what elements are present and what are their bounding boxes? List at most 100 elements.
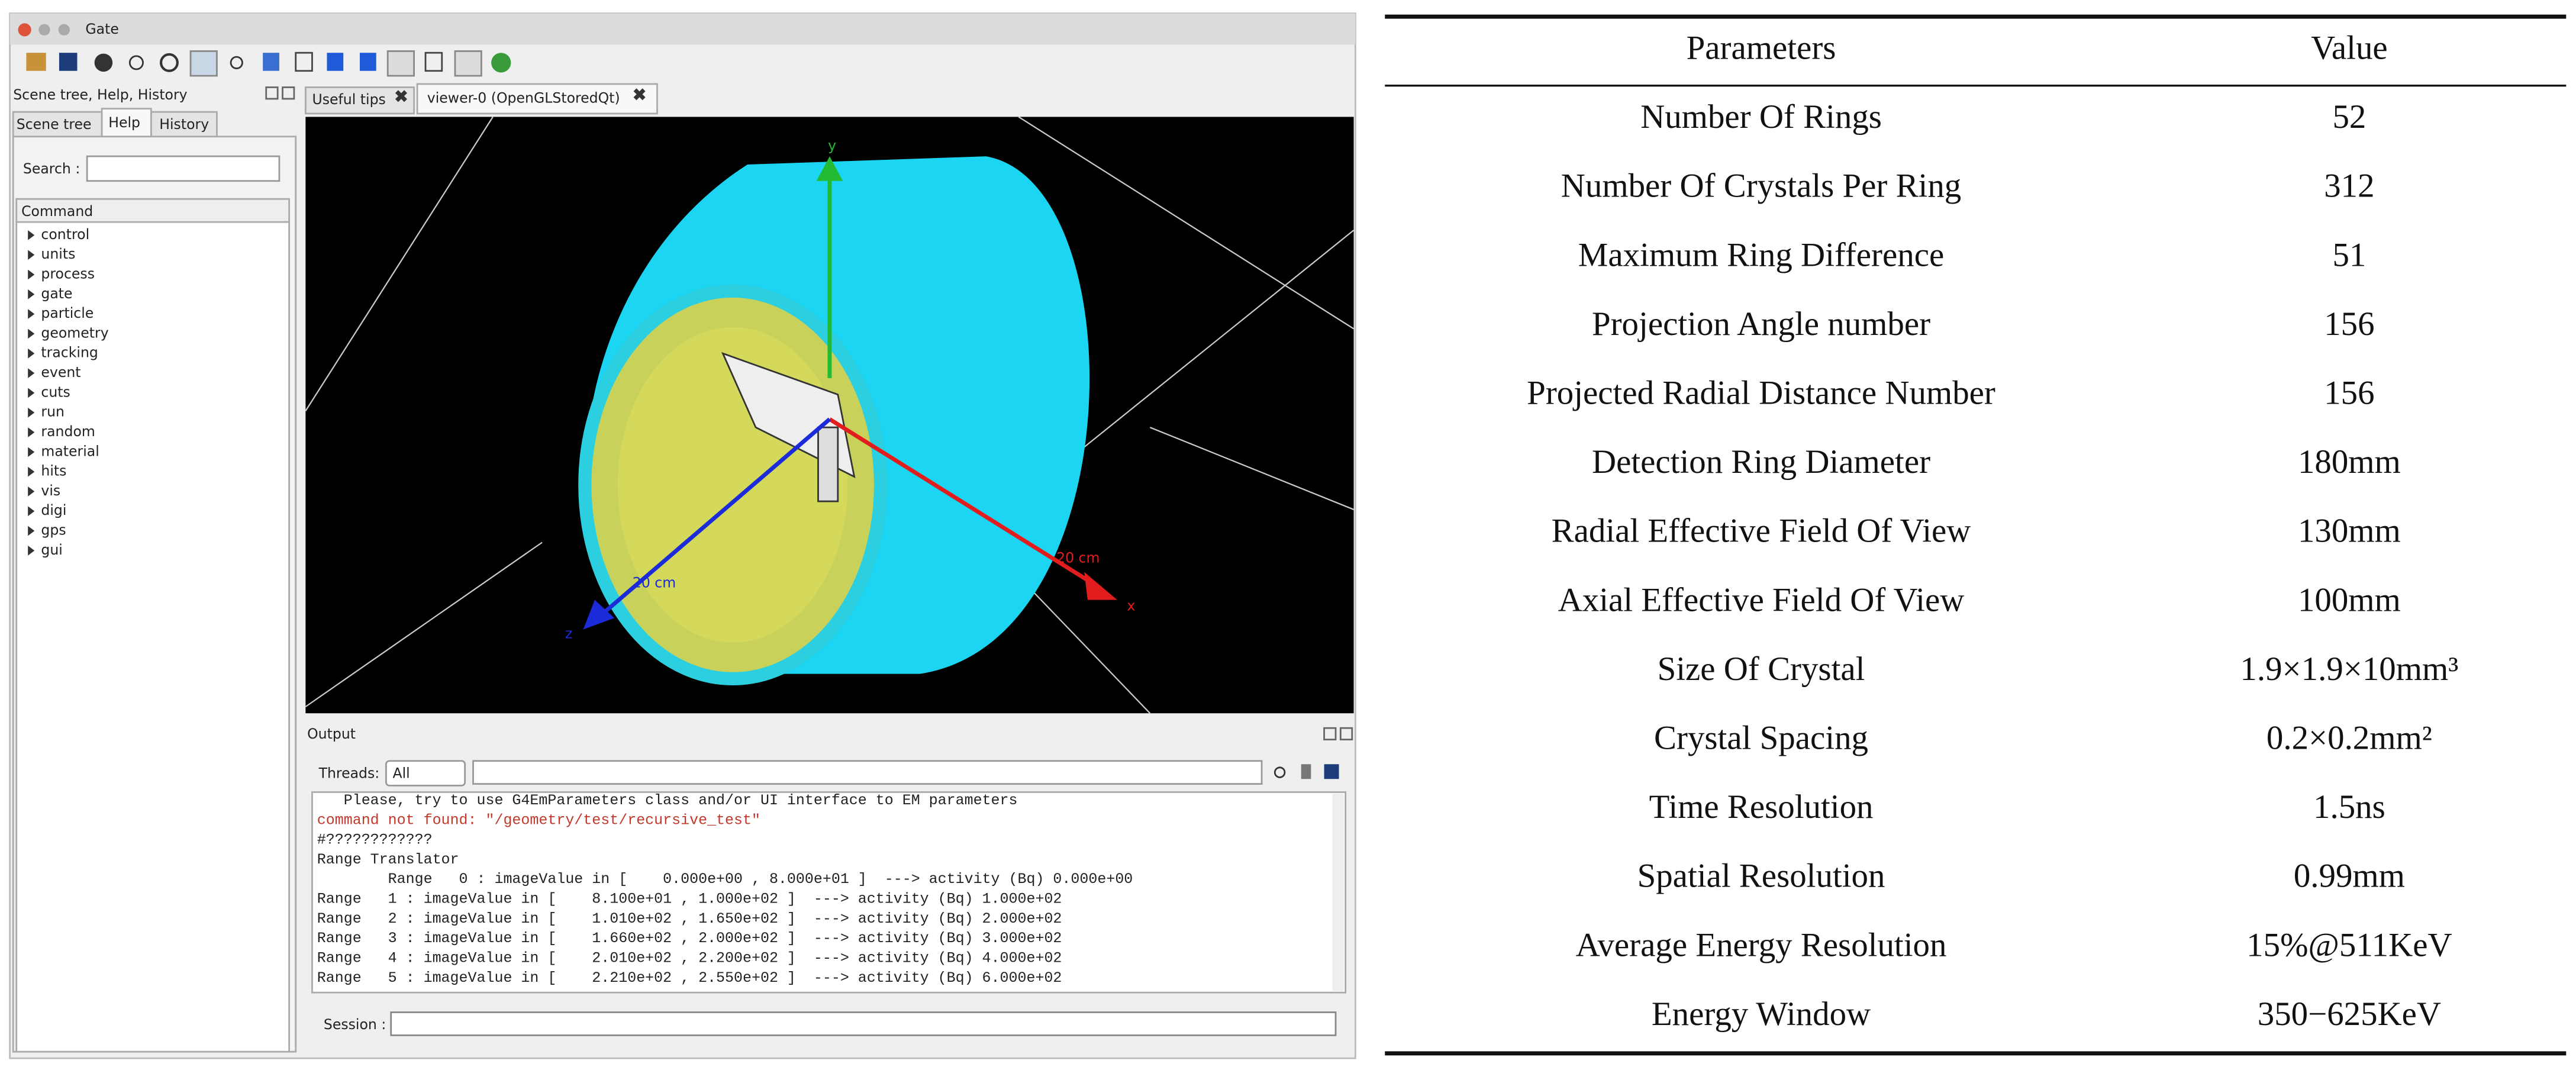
expand-arrow	[28, 230, 35, 240]
ortho-icon[interactable]	[424, 51, 443, 72]
threads-value: All	[392, 765, 410, 781]
threads-label: Threads:	[318, 765, 380, 781]
log-line: Range 0 : imageValue in [ 0.000e+00 , 8.…	[317, 871, 1133, 888]
command-item: geometry	[41, 324, 108, 341]
session-label: Session :	[324, 1016, 386, 1033]
close-button[interactable]	[18, 23, 31, 37]
table-parameter: Crystal Spacing	[1654, 719, 1868, 756]
y-arrow	[816, 156, 843, 181]
table-parameter: Size Of Crystal	[1658, 650, 1865, 688]
tab-close-icon[interactable]: ✖	[394, 88, 408, 106]
table-value: 312	[2324, 167, 2374, 205]
expand-arrow	[28, 388, 35, 398]
table-value: 156	[2324, 374, 2374, 411]
table-parameter: Projected Radial Distance Number	[1527, 374, 1995, 411]
axis-label: z	[565, 625, 572, 642]
minimize-button[interactable]	[38, 24, 50, 36]
command-item: tracking	[41, 344, 98, 361]
table-parameter: Average Energy Resolution	[1576, 926, 1947, 963]
toolbar	[26, 50, 511, 77]
search-input[interactable]	[86, 155, 281, 182]
expand-arrow	[28, 427, 35, 437]
log-line: #????????????	[317, 831, 433, 849]
tab[interactable]	[12, 111, 103, 138]
table-value: 100mm	[2298, 581, 2401, 618]
table-value: 0.2×0.2mm²	[2267, 719, 2432, 756]
float-button[interactable]	[1323, 727, 1337, 741]
table-parameter: Radial Effective Field Of View	[1552, 513, 1971, 550]
tab-label: Scene tree	[17, 116, 92, 133]
pick-icon[interactable]	[159, 53, 179, 72]
table-value: 51	[2332, 236, 2366, 273]
table-parameter: Maximum Ring Difference	[1578, 236, 1944, 273]
table-parameter: Time Resolution	[1649, 788, 1874, 826]
view-icon[interactable]	[263, 53, 279, 71]
expand-arrow	[28, 506, 35, 517]
command-item: control	[41, 226, 89, 243]
table-value: 350−625KeV	[2258, 995, 2441, 1033]
move-icon[interactable]	[128, 55, 144, 70]
table-value: 156	[2324, 305, 2374, 343]
table-header: Value	[2311, 29, 2388, 66]
tab[interactable]	[150, 111, 218, 138]
command-tree	[15, 198, 290, 1053]
tab-label: Help	[108, 114, 140, 131]
log-line: Range 1 : imageValue in [ 8.100e+01 , 1.…	[317, 891, 1062, 908]
open-icon[interactable]	[26, 53, 46, 71]
threads-select[interactable]	[385, 760, 466, 787]
command-item: vis	[41, 482, 60, 499]
panel-title: Scene tree, Help, History	[13, 86, 187, 103]
view-icon[interactable]	[359, 53, 376, 71]
close-panel-button[interactable]	[282, 86, 295, 100]
log-line: Range 2 : imageValue in [ 1.010e+02 , 1.…	[317, 910, 1062, 927]
expand-arrow	[28, 328, 35, 339]
axis-label: x	[1127, 597, 1135, 614]
view-icon[interactable]	[454, 50, 482, 77]
expand-arrow	[28, 526, 35, 536]
tab[interactable]	[304, 86, 415, 115]
table-value: 1.9×1.9×10mm³	[2240, 650, 2458, 688]
scale-label: 20 cm	[633, 574, 676, 591]
table-value: 180mm	[2298, 443, 2401, 481]
filter-input[interactable]	[472, 760, 1263, 785]
zoom-out-icon[interactable]	[230, 56, 243, 69]
command-item: gui	[41, 542, 62, 558]
find-icon[interactable]	[1274, 766, 1286, 778]
view-icon[interactable]	[295, 51, 313, 72]
table-value: 52	[2332, 98, 2366, 136]
expand-arrow	[28, 466, 35, 477]
expand-arrow	[28, 546, 35, 556]
log-line: command not found: "/geometry/test/recur…	[317, 811, 760, 829]
clear-icon[interactable]	[1301, 764, 1311, 779]
scrollbar[interactable]	[1332, 794, 1344, 991]
session-input[interactable]	[390, 1011, 1337, 1036]
log-line: Range 3 : imageValue in [ 1.660e+02 , 2.…	[317, 930, 1062, 947]
expand-arrow	[28, 368, 35, 378]
perspective-icon[interactable]	[386, 50, 415, 77]
settings-icon[interactable]	[94, 53, 113, 72]
view-icon[interactable]	[327, 53, 344, 71]
phantom-insert	[817, 426, 839, 502]
log-line: Range Translator	[317, 851, 459, 868]
expand-arrow	[28, 289, 35, 299]
tab-close-icon[interactable]: ✖	[633, 86, 646, 105]
float-button[interactable]	[265, 86, 279, 100]
table-parameter: Spatial Resolution	[1637, 858, 1885, 895]
x-axis	[828, 417, 1102, 591]
output-log	[311, 791, 1347, 994]
command-item: gps	[41, 522, 66, 539]
expand-arrow	[28, 250, 35, 260]
command-item: random	[41, 423, 95, 440]
save-icon[interactable]	[1324, 764, 1339, 779]
parameter-table: Parameters Value Number Of Rings 52 Number…	[1385, 14, 2567, 1056]
save-icon[interactable]	[59, 53, 78, 71]
command-item: digi	[41, 502, 66, 518]
close-panel-button[interactable]	[1339, 727, 1353, 741]
table-header: Parameters	[1687, 29, 1836, 66]
maximize-button[interactable]	[58, 24, 70, 36]
tab-active[interactable]	[416, 83, 658, 115]
zoom-in-icon[interactable]	[189, 50, 218, 77]
run-icon[interactable]	[491, 53, 511, 73]
log-lines: Please, try to use G4EmParameters class …	[317, 792, 1133, 987]
